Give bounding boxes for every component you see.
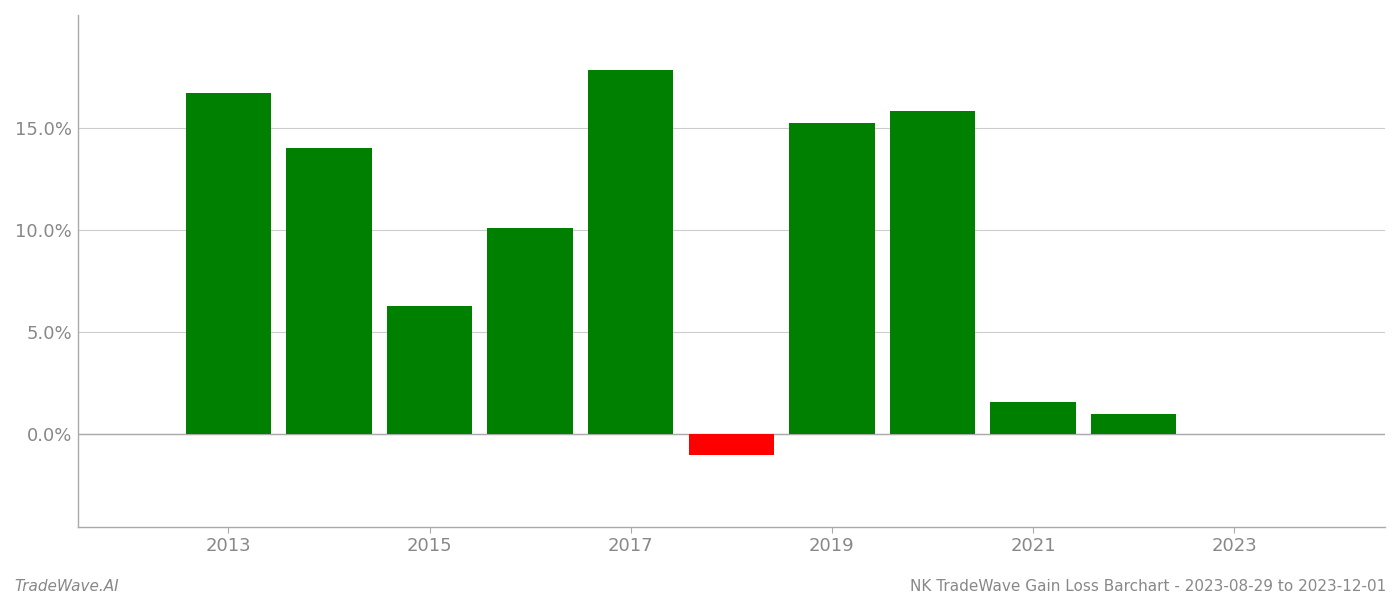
Bar <box>1091 414 1176 434</box>
Bar <box>790 124 875 434</box>
Bar <box>889 111 976 434</box>
Text: TradeWave.AI: TradeWave.AI <box>14 579 119 594</box>
Bar <box>186 93 272 434</box>
Text: NK TradeWave Gain Loss Barchart - 2023-08-29 to 2023-12-01: NK TradeWave Gain Loss Barchart - 2023-0… <box>910 579 1386 594</box>
Bar <box>487 228 573 434</box>
Bar <box>588 70 673 434</box>
Bar <box>990 402 1075 434</box>
Bar <box>386 305 472 434</box>
Bar <box>689 434 774 455</box>
Bar <box>286 148 372 434</box>
